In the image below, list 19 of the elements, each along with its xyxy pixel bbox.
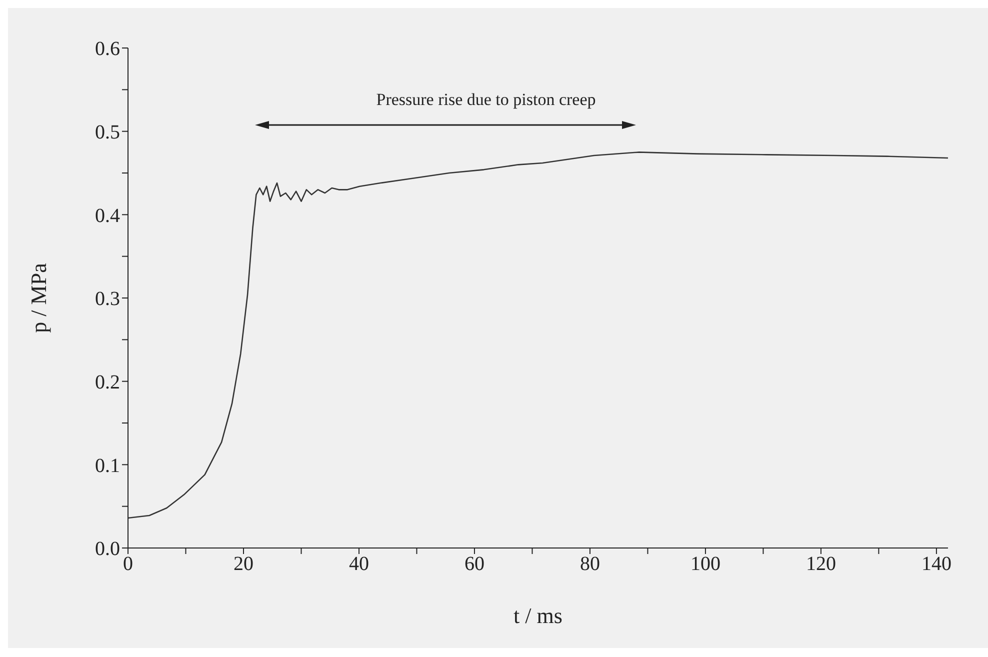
x-tick-label: 140 — [921, 553, 952, 576]
x-tick-label: 120 — [806, 553, 836, 576]
annotation: Pressure rise due to piston creep — [376, 90, 596, 109]
x-tick-label: 0 — [123, 553, 133, 576]
y-tick-label: 0.4 — [95, 204, 120, 227]
x-axis-title: t / ms — [514, 603, 562, 628]
y-tick-label: 0.1 — [95, 454, 120, 477]
y-tick-label: 0.2 — [95, 371, 120, 394]
x-tick-label: 20 — [233, 553, 254, 576]
y-tick-label: 0.3 — [95, 288, 120, 310]
line-series — [128, 152, 948, 519]
y-tick-label: 0.6 — [95, 38, 120, 60]
y-axis-title: p / MPa — [26, 262, 51, 333]
x-tick-label: 80 — [580, 553, 600, 576]
x-tick-label: 60 — [464, 553, 484, 576]
x-tick-label: 40 — [348, 553, 369, 576]
x-tick-label: 100 — [690, 553, 720, 576]
y-tick-label: 0.5 — [95, 121, 120, 144]
y-tick-label: 0.0 — [95, 538, 120, 560]
